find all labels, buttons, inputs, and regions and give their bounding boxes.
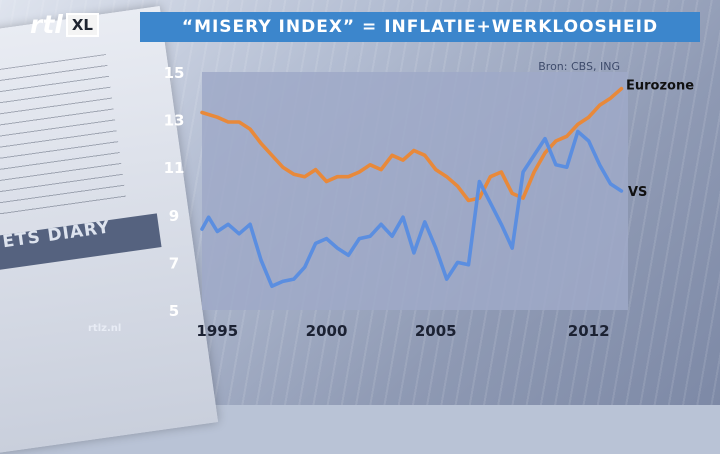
y-tick-label: 13 bbox=[164, 112, 185, 130]
channel-logo: rtl XL bbox=[30, 10, 99, 39]
y-tick-label: 11 bbox=[164, 159, 185, 177]
plot-area bbox=[202, 72, 628, 310]
logo-badge: XL bbox=[65, 12, 99, 37]
series-line-eurozone bbox=[200, 86, 624, 203]
x-tick-label: 2012 bbox=[568, 322, 610, 340]
chart-svg: 5 7 9 11 13 15 1995 2000 2005 2012 Eurozone VS bbox=[164, 64, 695, 340]
footer-site: rtlz.nl bbox=[88, 323, 122, 334]
y-tick-label: 15 bbox=[164, 64, 185, 82]
x-tick-label: 2005 bbox=[415, 322, 457, 340]
y-tick-label: 7 bbox=[169, 254, 179, 272]
logo-main-text: rtl bbox=[30, 10, 63, 39]
y-tick-label: 5 bbox=[169, 302, 179, 320]
y-tick-label: 9 bbox=[169, 207, 179, 225]
x-tick-label: 1995 bbox=[196, 322, 238, 340]
chart-source: Bron: CBS, ING bbox=[538, 60, 620, 73]
legend-label-eurozone: Eurozone bbox=[626, 79, 694, 94]
legend-label-vs: VS bbox=[628, 185, 647, 200]
chart-title: “MISERY INDEX” = INFLATIE+WERKLOOSHEID bbox=[140, 12, 700, 42]
x-tick-label: 2000 bbox=[306, 322, 348, 340]
series-line-vs bbox=[200, 129, 624, 289]
